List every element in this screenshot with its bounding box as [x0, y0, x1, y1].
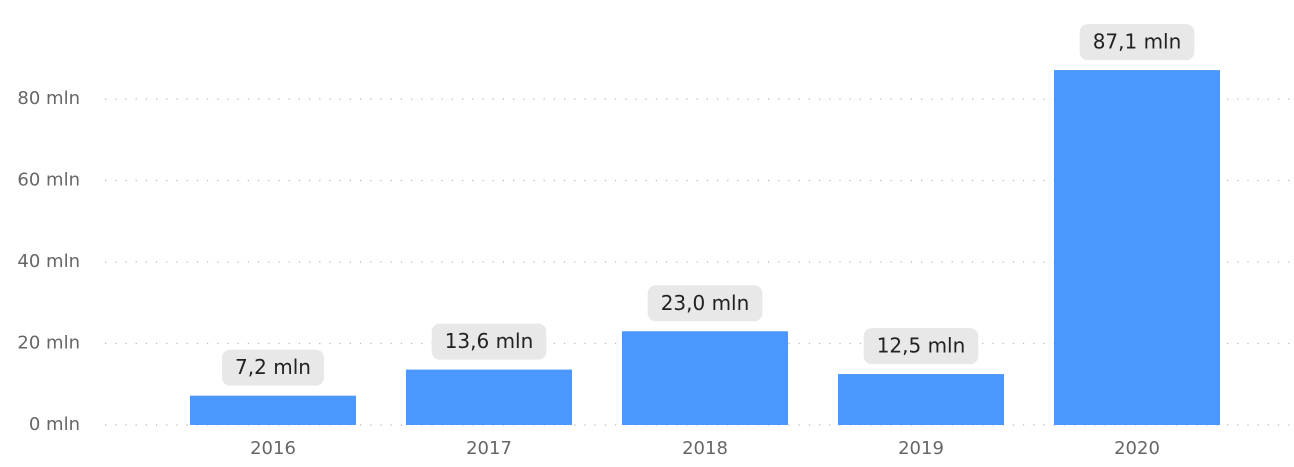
x-tick-label: 2019	[898, 438, 944, 459]
value-label: 23,0 mln	[661, 291, 750, 315]
value-label: 87,1 mln	[1093, 30, 1182, 54]
bar	[190, 395, 356, 425]
y-tick-label: 0 mln	[29, 414, 80, 435]
y-tick-label: 80 mln	[17, 88, 80, 109]
x-tick-label: 2020	[1114, 438, 1160, 459]
bar	[622, 331, 788, 425]
x-tick-label: 2018	[682, 438, 728, 459]
bar	[838, 374, 1004, 425]
value-label-bg	[647, 285, 763, 322]
bar	[406, 369, 572, 425]
value-label: 7,2 mln	[235, 355, 311, 379]
bar	[1054, 70, 1220, 425]
value-label-bg	[431, 323, 547, 360]
x-tick-label: 2017	[466, 438, 512, 459]
y-tick-label: 60 mln	[17, 170, 80, 191]
value-label-bg	[863, 328, 979, 365]
value-label: 12,5 mln	[877, 334, 966, 358]
y-tick-label: 40 mln	[17, 251, 80, 272]
value-label: 13,6 mln	[445, 329, 534, 353]
x-tick-label: 2016	[250, 438, 296, 459]
value-label-bg	[222, 349, 324, 386]
value-label-bg	[1079, 24, 1195, 61]
y-tick-label: 20 mln	[17, 333, 80, 354]
